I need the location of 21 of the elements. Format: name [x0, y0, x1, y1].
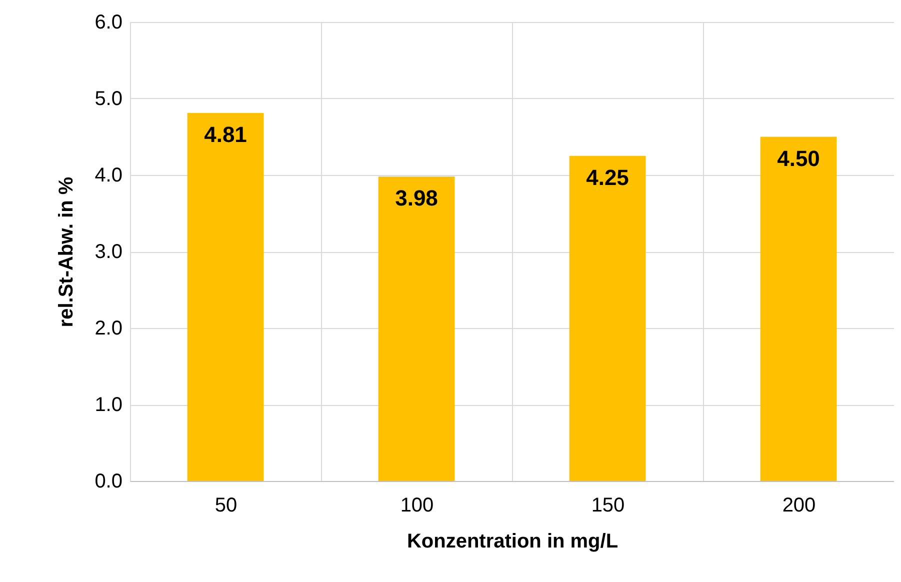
bar	[378, 176, 455, 481]
y-tick-label: 5.0	[94, 88, 122, 110]
x-axis-title: Konzentration in mg/L	[406, 530, 618, 552]
data-label: 3.98	[395, 186, 438, 211]
x-tick-label: 100	[400, 494, 434, 516]
y-tick-label: 6.0	[94, 12, 122, 34]
y-tick-label: 0.0	[94, 470, 122, 492]
data-label: 4.25	[586, 164, 629, 190]
x-tick-label: 150	[591, 494, 625, 516]
data-label: 4.50	[777, 146, 820, 171]
y-tick-label: 3.0	[94, 241, 122, 263]
y-tick-label: 2.0	[94, 318, 122, 340]
bar	[187, 113, 264, 481]
data-label: 4.81	[204, 122, 247, 148]
y-tick-label: 4.0	[94, 164, 122, 186]
y-axis-title: rel.St-Abw. in %	[56, 176, 78, 328]
x-tick-label: 200	[782, 494, 816, 516]
bar	[760, 136, 837, 481]
x-tick-label: 50	[214, 494, 238, 516]
y-tick-label: 1.0	[94, 394, 122, 416]
bar	[569, 156, 646, 481]
